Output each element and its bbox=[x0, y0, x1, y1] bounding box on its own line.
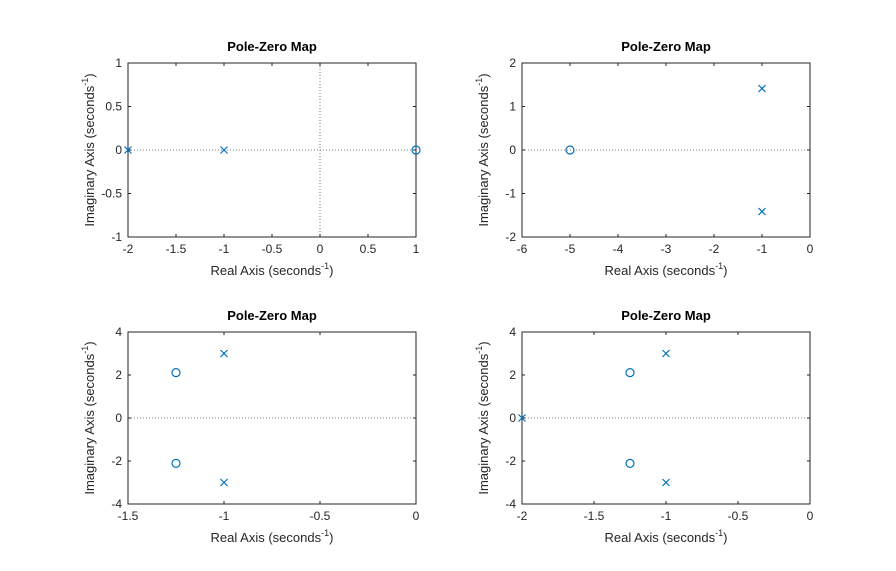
x-tick-label: 0 bbox=[807, 509, 814, 523]
y-tick-label: 1 bbox=[509, 100, 516, 114]
y-tick-label: 0 bbox=[509, 411, 516, 425]
pole-marker-stroke bbox=[124, 146, 132, 154]
pole-marker bbox=[124, 146, 132, 154]
x-axis-label: Real Axis (seconds-1) bbox=[605, 261, 728, 278]
y-tick-label: 0 bbox=[115, 143, 122, 157]
y-axis-label: Imaginary Axis (seconds-1) bbox=[474, 73, 491, 226]
y-tick-label: 2 bbox=[509, 56, 516, 70]
x-tick-label: -2 bbox=[123, 242, 134, 256]
pole-marker bbox=[220, 349, 228, 358]
y-tick-label: 2 bbox=[509, 368, 516, 382]
x-tick-label: -2 bbox=[517, 509, 528, 523]
x-tick-label: -6 bbox=[517, 242, 528, 256]
y-tick-label: 4 bbox=[509, 325, 516, 339]
pole-marker-stroke bbox=[662, 478, 670, 487]
y-tick-label: -1 bbox=[111, 230, 122, 244]
pole-marker-stroke bbox=[518, 414, 526, 422]
zero-marker bbox=[565, 145, 575, 155]
y-tick-label: -2 bbox=[111, 454, 122, 468]
y-tick-label: 0 bbox=[509, 143, 516, 157]
x-tick-label: 1 bbox=[413, 242, 420, 256]
chart-title: Pole-Zero Map bbox=[621, 308, 711, 323]
x-tick-label: -1.5 bbox=[166, 242, 187, 256]
y-axis-label: Imaginary Axis (seconds-1) bbox=[80, 341, 97, 494]
y-tick-label: -2 bbox=[505, 230, 516, 244]
x-axis-label: Real Axis (seconds-1) bbox=[605, 528, 728, 545]
pole-marker bbox=[662, 478, 670, 487]
pole-marker bbox=[662, 349, 670, 358]
pole-marker bbox=[518, 414, 526, 422]
y-tick-label: -4 bbox=[505, 497, 516, 511]
pole-marker-stroke bbox=[220, 146, 228, 154]
pole-marker bbox=[758, 207, 766, 216]
subplot-2: -6 -5 -4 -3 -2 -1 0 -2 -1 0 1 2 Pole-Zero Map Real Ax… bbox=[474, 39, 814, 278]
y-tick-label: 2 bbox=[115, 368, 122, 382]
pole-marker-stroke bbox=[220, 349, 228, 358]
y-tick-label: -2 bbox=[505, 454, 516, 468]
x-tick-label: -1 bbox=[219, 242, 230, 256]
chart-title: Pole-Zero Map bbox=[227, 308, 317, 323]
y-tick-label: 4 bbox=[115, 325, 122, 339]
subplot-1: -2 -1.5 -1 -0.5 0 0.5 1 -1 -0.5 0 0.5 1 Pole-Zero Ma… bbox=[80, 39, 421, 278]
x-axis-label: Real Axis (seconds-1) bbox=[211, 261, 334, 278]
zero-marker bbox=[625, 368, 635, 378]
zero-marker bbox=[411, 145, 421, 155]
y-tick-label: 0.5 bbox=[105, 100, 122, 114]
x-tick-label: -0.5 bbox=[310, 509, 331, 523]
y-tick-label: 0 bbox=[115, 411, 122, 425]
subplot-3: -1.5 -1 -0.5 0 -4 -2 0 2 4 Pole-Zero Map Real Axis… bbox=[80, 308, 420, 545]
y-axis-label: Imaginary Axis (seconds-1) bbox=[474, 341, 491, 494]
x-tick-label: -1.5 bbox=[118, 509, 139, 523]
x-tick-label: -0.5 bbox=[728, 509, 749, 523]
y-tick-label: -1 bbox=[505, 187, 516, 201]
pole-marker bbox=[758, 84, 766, 93]
pole-marker bbox=[220, 146, 228, 154]
pole-marker-stroke bbox=[662, 349, 670, 358]
x-tick-label: 0 bbox=[807, 242, 814, 256]
x-tick-label: -5 bbox=[565, 242, 576, 256]
chart-title: Pole-Zero Map bbox=[227, 39, 317, 54]
zero-marker bbox=[171, 458, 181, 468]
x-tick-label: 0.5 bbox=[360, 242, 377, 256]
pole-marker-stroke bbox=[758, 207, 766, 216]
zero-marker bbox=[625, 458, 635, 468]
y-tick-label: -0.5 bbox=[101, 187, 122, 201]
x-tick-label: -1 bbox=[661, 509, 672, 523]
pole-marker bbox=[220, 478, 228, 487]
x-tick-label: -3 bbox=[661, 242, 672, 256]
x-axis-label: Real Axis (seconds-1) bbox=[211, 528, 334, 545]
x-tick-label: 0 bbox=[317, 242, 324, 256]
y-axis-label: Imaginary Axis (seconds-1) bbox=[80, 73, 97, 226]
zero-marker bbox=[171, 368, 181, 378]
y-tick-label: -4 bbox=[111, 497, 122, 511]
x-tick-label: -2 bbox=[709, 242, 720, 256]
x-tick-label: -1 bbox=[757, 242, 768, 256]
chart-title: Pole-Zero Map bbox=[621, 39, 711, 54]
x-tick-label: -4 bbox=[613, 242, 624, 256]
pole-marker-stroke bbox=[220, 478, 228, 487]
pole-marker-stroke bbox=[758, 84, 766, 93]
x-tick-label: -1.5 bbox=[584, 509, 605, 523]
x-tick-label: -0.5 bbox=[262, 242, 283, 256]
x-tick-label: 0 bbox=[413, 509, 420, 523]
y-tick-label: 1 bbox=[115, 56, 122, 70]
x-tick-label: -1 bbox=[219, 509, 230, 523]
